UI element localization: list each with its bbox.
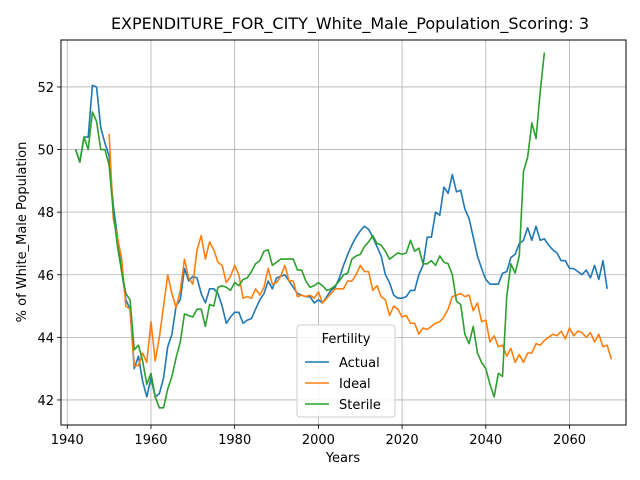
series-line-ideal xyxy=(108,133,613,367)
x-tick-label: 1940 xyxy=(51,433,84,448)
y-tick-label: 46 xyxy=(37,269,54,284)
legend-entries: Actual Ideal Sterile xyxy=(305,356,381,413)
legend-title: Fertility xyxy=(322,332,371,347)
x-tick-label: 2020 xyxy=(386,433,419,448)
chart-title: EXPENDITURE_FOR_CITY_White_Male_Populati… xyxy=(111,14,589,34)
y-axis: 42 44 46 48 50 52 xyxy=(37,81,61,409)
plot-area xyxy=(60,39,627,426)
y-axis-label: % of White_Male Population xyxy=(15,142,30,323)
legend-label-ideal: Ideal xyxy=(339,377,371,392)
x-tick-label: 2060 xyxy=(553,433,586,448)
legend-label-actual: Actual xyxy=(339,356,380,371)
x-axis: 1940 1960 1980 2000 2020 2040 2060 xyxy=(51,425,586,448)
y-tick-label: 42 xyxy=(37,394,54,409)
x-tick-label: 2040 xyxy=(469,433,502,448)
legend: Fertility Actual Ideal Sterile xyxy=(296,324,396,418)
legend-label-sterile: Sterile xyxy=(339,398,381,413)
series-line-sterile xyxy=(74,52,546,409)
y-tick-label: 48 xyxy=(37,206,54,221)
x-tick-label: 1960 xyxy=(134,433,167,448)
x-axis-label: Years xyxy=(325,451,361,466)
plot-frame xyxy=(60,39,627,426)
x-tick-label: 1980 xyxy=(218,433,251,448)
y-tick-label: 52 xyxy=(37,81,54,96)
x-tick-label: 2000 xyxy=(302,433,335,448)
series-lines xyxy=(74,52,613,409)
legend-box xyxy=(296,324,396,418)
y-tick-label: 50 xyxy=(37,144,54,159)
series-line-actual xyxy=(74,84,608,398)
y-tick-label: 44 xyxy=(37,331,54,346)
